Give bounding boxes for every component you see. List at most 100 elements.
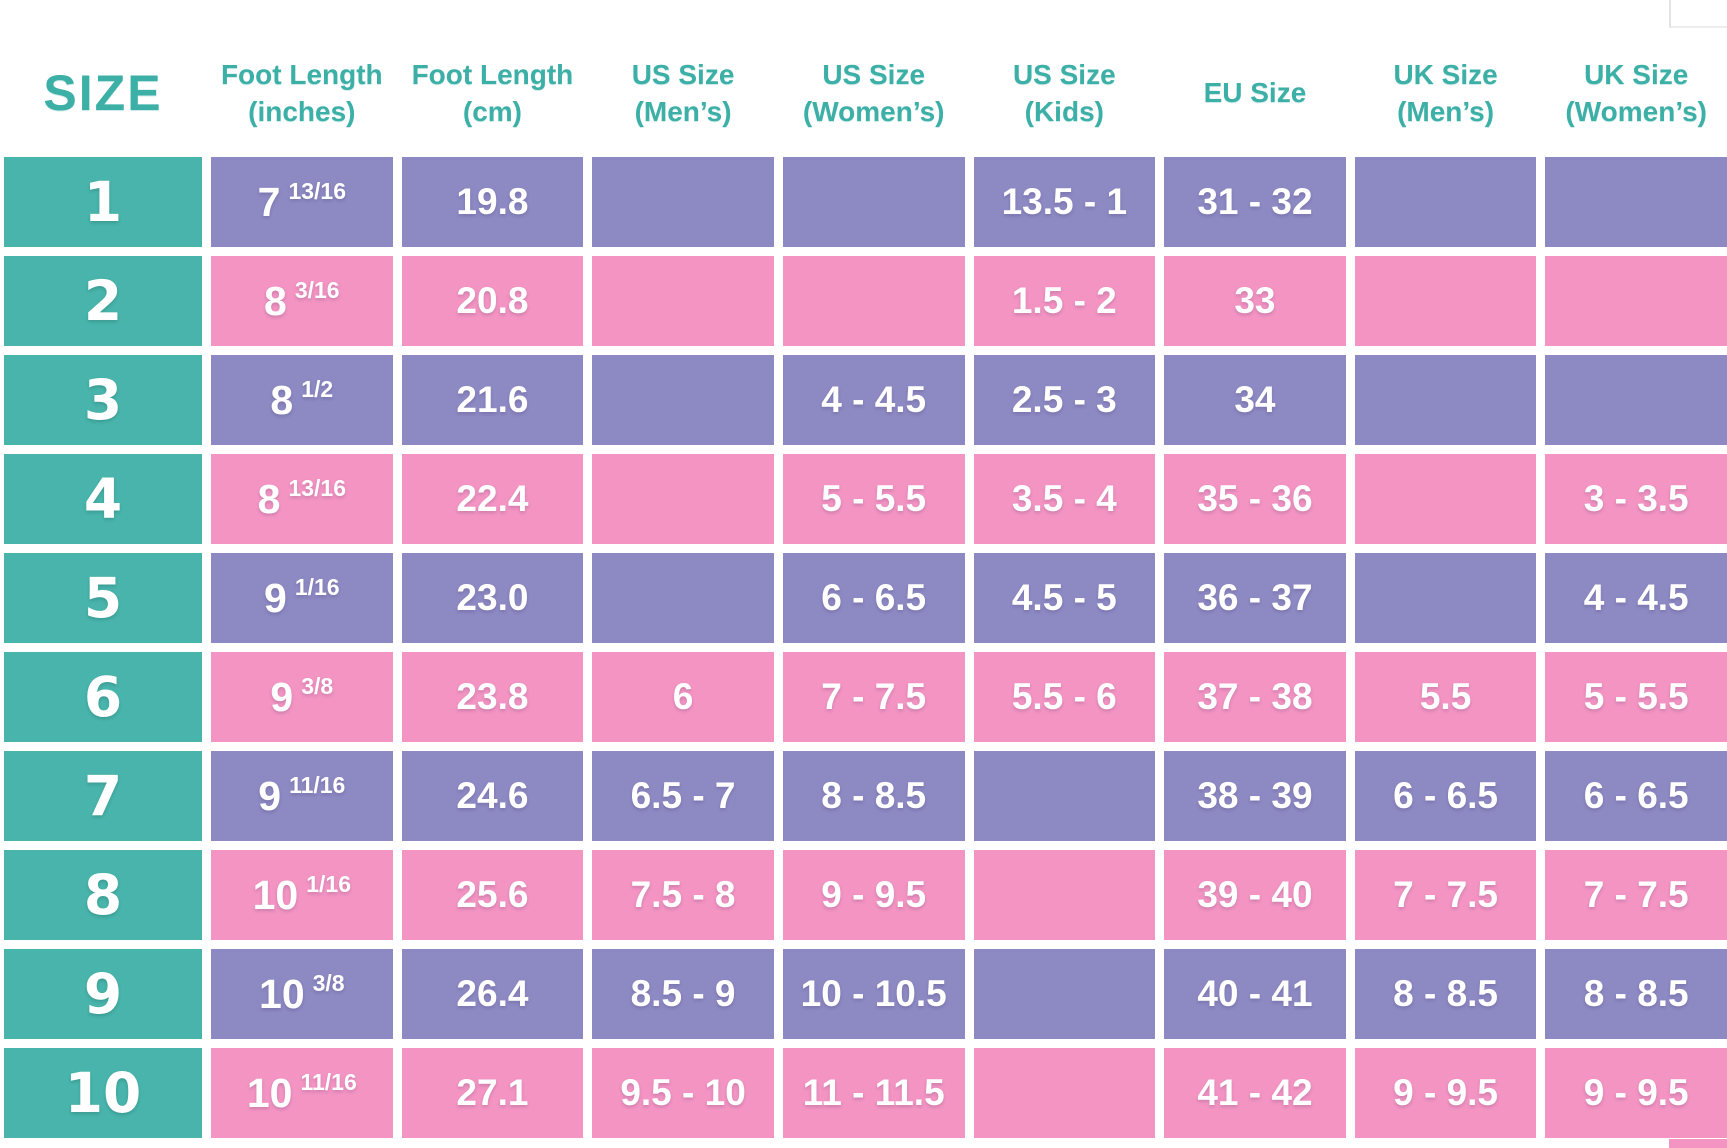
cell-uk-size-womens bbox=[1545, 157, 1727, 247]
bottom-right-pink-stub bbox=[1669, 1139, 1727, 1148]
header-foot-length-cm: Foot Length (cm) bbox=[411, 59, 574, 127]
header-uk-size-womens: UK Size (Women’s) bbox=[1565, 59, 1707, 127]
cell-foot-length-inches: 9 11/16 bbox=[211, 751, 393, 841]
header-us-size-kids: US Size (Kids) bbox=[1012, 59, 1116, 127]
cell-foot-length-inches: 10 11/16 bbox=[211, 1048, 393, 1138]
cell-foot-length-inches: 8 13/16 bbox=[211, 454, 393, 544]
cell-size: 6 bbox=[4, 652, 202, 742]
cell-eu-size: 38 - 39 bbox=[1164, 751, 1346, 841]
cell-us-size-mens: 8.5 - 9 bbox=[592, 949, 774, 1039]
cell-us-size-kids bbox=[973, 751, 1156, 841]
cell-size: 7 bbox=[4, 751, 202, 841]
cell-foot-length-cm: 23.8 bbox=[401, 652, 584, 742]
cell-uk-size-womens bbox=[1545, 256, 1727, 346]
cell-uk-size-mens: 8 - 8.5 bbox=[1354, 949, 1537, 1039]
cell-uk-size-mens: 5.5 bbox=[1354, 652, 1537, 742]
cell-uk-size-womens: 7 - 7.5 bbox=[1545, 850, 1727, 940]
cell-size: 3 bbox=[4, 355, 202, 445]
cell-us-size-kids: 13.5 - 1 bbox=[973, 157, 1156, 247]
cell-uk-size-mens: 9 - 9.5 bbox=[1354, 1048, 1537, 1138]
cell-us-size-mens: 6 bbox=[592, 652, 774, 742]
table-row: 10 10 11/16 27.1 9.5 - 10 11 - 11.5 41 - 42 9 -… bbox=[4, 1048, 1727, 1138]
cell-uk-size-womens: 4 - 4.5 bbox=[1545, 553, 1727, 643]
cell-us-size-womens: 6 - 6.5 bbox=[782, 553, 965, 643]
cell-size: 8 bbox=[4, 850, 202, 940]
cell-us-size-mens: 6.5 - 7 bbox=[592, 751, 774, 841]
cell-foot-length-inches: 8 3/16 bbox=[211, 256, 393, 346]
cell-us-size-kids: 1.5 - 2 bbox=[973, 256, 1156, 346]
cell-us-size-kids: 5.5 - 6 bbox=[973, 652, 1156, 742]
cell-us-size-womens bbox=[782, 256, 965, 346]
cell-eu-size: 31 - 32 bbox=[1164, 157, 1346, 247]
cell-foot-length-inches: 7 13/16 bbox=[211, 157, 393, 247]
cell-size: 4 bbox=[4, 454, 202, 544]
cell-eu-size: 34 bbox=[1164, 355, 1346, 445]
cell-foot-length-inches: 9 1/16 bbox=[211, 553, 393, 643]
table-row: 6 9 3/8 23.8 6 7 - 7.5 5.5 - 6 37 - 38 5.5 5 - 5.… bbox=[4, 652, 1727, 742]
cell-us-size-kids bbox=[973, 949, 1156, 1039]
table-row: 3 8 1/2 21.6 4 - 4.5 2.5 - 3 34 bbox=[4, 355, 1727, 445]
cell-us-size-mens bbox=[592, 157, 774, 247]
cell-us-size-mens: 7.5 - 8 bbox=[592, 850, 774, 940]
cell-us-size-womens: 4 - 4.5 bbox=[782, 355, 965, 445]
header-us-size-mens: US Size (Men’s) bbox=[631, 59, 735, 127]
shoe-size-chart: SIZE Foot Length (inches) Foot Length (cm) US… bbox=[4, 0, 1727, 1147]
top-right-cutoff-box bbox=[1669, 0, 1727, 28]
cell-eu-size: 36 - 37 bbox=[1164, 553, 1346, 643]
cell-uk-size-womens: 9 - 9.5 bbox=[1545, 1048, 1727, 1138]
cell-foot-length-inches: 9 3/8 bbox=[211, 652, 393, 742]
table-row: 2 8 3/16 20.8 1.5 - 2 33 bbox=[4, 256, 1727, 346]
cell-foot-length-cm: 22.4 bbox=[401, 454, 584, 544]
cell-us-size-kids: 2.5 - 3 bbox=[973, 355, 1156, 445]
cell-eu-size: 40 - 41 bbox=[1164, 949, 1346, 1039]
header-size: SIZE bbox=[43, 65, 163, 121]
cell-foot-length-inches: 8 1/2 bbox=[211, 355, 393, 445]
cell-us-size-kids: 3.5 - 4 bbox=[973, 454, 1156, 544]
cell-us-size-womens bbox=[782, 157, 965, 247]
cell-size: 2 bbox=[4, 256, 202, 346]
cell-uk-size-womens: 6 - 6.5 bbox=[1545, 751, 1727, 841]
cell-uk-size-mens bbox=[1354, 157, 1537, 247]
table-header: SIZE Foot Length (inches) Foot Length (cm) US… bbox=[4, 0, 1727, 157]
cell-foot-length-cm: 21.6 bbox=[401, 355, 584, 445]
cell-uk-size-womens: 3 - 3.5 bbox=[1545, 454, 1727, 544]
cell-eu-size: 35 - 36 bbox=[1164, 454, 1346, 544]
cell-us-size-kids bbox=[973, 850, 1156, 940]
cell-us-size-mens bbox=[592, 355, 774, 445]
cell-eu-size: 39 - 40 bbox=[1164, 850, 1346, 940]
cell-us-size-kids bbox=[973, 1048, 1156, 1138]
cell-uk-size-mens bbox=[1354, 454, 1537, 544]
cell-uk-size-womens bbox=[1545, 355, 1727, 445]
cell-eu-size: 33 bbox=[1164, 256, 1346, 346]
cell-size: 1 bbox=[4, 157, 202, 247]
cell-us-size-mens: 9.5 - 10 bbox=[592, 1048, 774, 1138]
cell-eu-size: 37 - 38 bbox=[1164, 652, 1346, 742]
cell-uk-size-mens bbox=[1354, 355, 1537, 445]
header-us-size-womens: US Size (Women’s) bbox=[802, 59, 945, 127]
cell-us-size-womens: 5 - 5.5 bbox=[782, 454, 965, 544]
cell-us-size-mens bbox=[592, 553, 774, 643]
cell-us-size-mens bbox=[592, 256, 774, 346]
cell-uk-size-mens: 6 - 6.5 bbox=[1354, 751, 1537, 841]
cell-foot-length-inches: 10 1/16 bbox=[211, 850, 393, 940]
cell-us-size-womens: 7 - 7.5 bbox=[782, 652, 965, 742]
cell-foot-length-cm: 25.6 bbox=[401, 850, 584, 940]
cell-uk-size-womens: 5 - 5.5 bbox=[1545, 652, 1727, 742]
cell-us-size-kids: 4.5 - 5 bbox=[973, 553, 1156, 643]
cell-foot-length-cm: 26.4 bbox=[401, 949, 584, 1039]
cell-uk-size-womens: 8 - 8.5 bbox=[1545, 949, 1727, 1039]
cell-us-size-womens: 11 - 11.5 bbox=[782, 1048, 965, 1138]
cell-size: 5 bbox=[4, 553, 202, 643]
cell-uk-size-mens bbox=[1354, 256, 1537, 346]
cell-foot-length-cm: 27.1 bbox=[401, 1048, 584, 1138]
cell-foot-length-cm: 19.8 bbox=[401, 157, 584, 247]
table-row: 4 8 13/16 22.4 5 - 5.5 3.5 - 4 35 - 36 3 - 3.5 bbox=[4, 454, 1727, 544]
cell-uk-size-mens: 7 - 7.5 bbox=[1354, 850, 1537, 940]
cell-foot-length-cm: 20.8 bbox=[401, 256, 584, 346]
header-eu-size: EU Size bbox=[1203, 77, 1307, 109]
table-row: 9 10 3/8 26.4 8.5 - 9 10 - 10.5 40 - 41 8 - 8.5… bbox=[4, 949, 1727, 1039]
table-row: 1 7 13/16 19.8 13.5 - 1 31 - 32 bbox=[4, 157, 1727, 247]
cell-foot-length-inches: 10 3/8 bbox=[211, 949, 393, 1039]
